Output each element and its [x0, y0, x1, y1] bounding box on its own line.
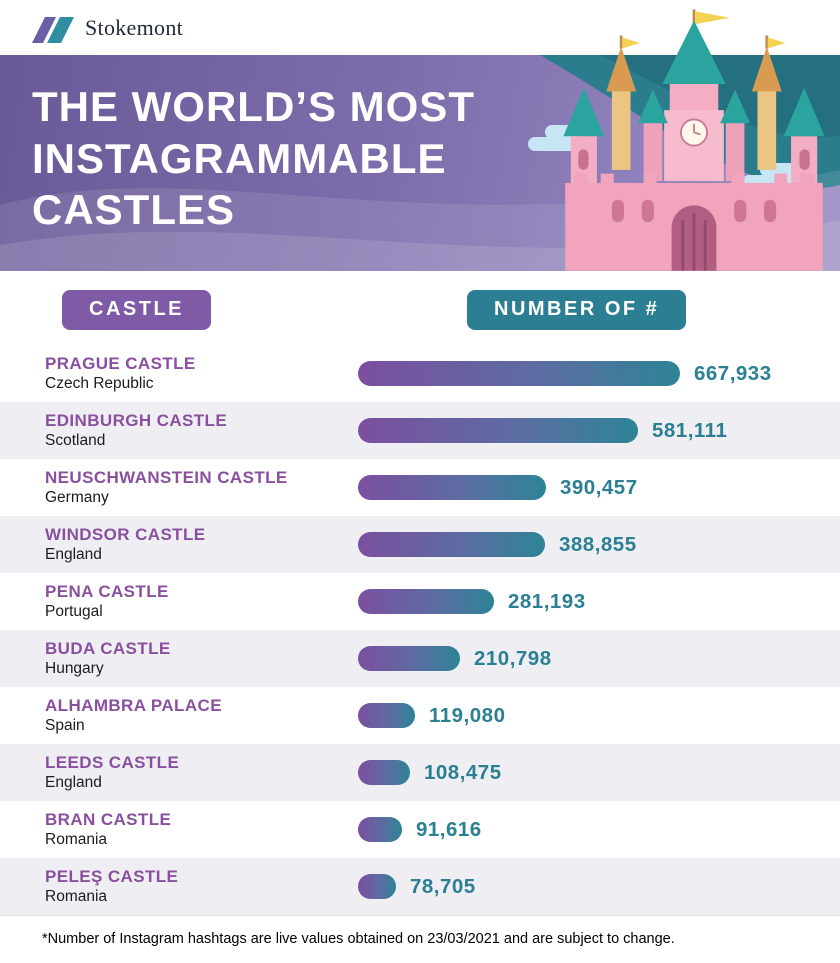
hashtag-bar — [358, 703, 415, 728]
table-row: NEUSCHWANSTEIN CASTLE Germany 390,457 — [0, 459, 840, 516]
castle-name: PRAGUE CASTLE — [45, 354, 196, 373]
column-header-castle: CASTLE — [62, 290, 211, 330]
page-title-line-3: CASTLES — [32, 186, 236, 234]
castle-name: ALHAMBRA PALACE — [45, 696, 222, 715]
stokemont-logo: Stokemont — [30, 13, 183, 43]
brand-name: Stokemont — [85, 14, 184, 40]
castle-country: England — [45, 546, 102, 563]
table-row: BRAN CASTLE Romania 91,616 — [0, 801, 840, 858]
column-headers: CASTLE NUMBER OF # — [0, 271, 840, 345]
hashtag-count: 281,193 — [508, 589, 586, 613]
castle-name: BRAN CASTLE — [45, 810, 172, 829]
hashtag-count: 210,798 — [474, 646, 552, 670]
castle-table: PRAGUE CASTLE Czech Republic 667,933 EDI… — [0, 345, 840, 915]
footnote: *Number of Instagram hashtags are live v… — [0, 915, 840, 947]
hashtag-count: 91,616 — [416, 817, 482, 841]
table-row: LEEDS CASTLE England 108,475 — [0, 744, 840, 801]
castle-country: England — [45, 774, 102, 791]
hashtag-bar — [358, 589, 494, 614]
hashtag-count: 667,933 — [694, 361, 772, 385]
page-title-line-2: INSTAGRAMMABLE — [32, 134, 447, 182]
hashtag-bar — [358, 817, 402, 842]
logo-mark-icon — [32, 16, 74, 43]
hashtag-bar — [358, 418, 638, 443]
castle-country: Spain — [45, 717, 85, 734]
hero-banner: THE WORLD’S MOST INSTAGRAMMABLE CASTLES — [0, 9, 840, 271]
hashtag-count: 581,111 — [652, 418, 728, 442]
hashtag-count: 119,080 — [429, 703, 506, 727]
table-row: WINDSOR CASTLE England 388,855 — [0, 516, 840, 573]
column-header-number: NUMBER OF # — [467, 290, 687, 330]
table-row: PENA CASTLE Portugal 281,193 — [0, 573, 840, 630]
castle-country: Portugal — [45, 603, 103, 620]
castle-name: PELEŞ CASTLE — [45, 867, 179, 886]
table-row: PELEŞ CASTLE Romania 78,705 — [0, 858, 840, 915]
hashtag-bar — [358, 760, 410, 785]
castle-illustration — [563, 9, 825, 271]
hashtag-count: 78,705 — [410, 874, 476, 898]
castle-country: Hungary — [45, 660, 104, 677]
hashtag-count: 388,855 — [559, 532, 637, 556]
hashtag-bar — [358, 361, 680, 386]
hashtag-bar — [358, 646, 460, 671]
castle-name: LEEDS CASTLE — [45, 753, 180, 772]
castle-country: Scotland — [45, 432, 106, 449]
castle-country: Germany — [45, 489, 109, 506]
page-title: THE WORLD’S MOST INSTAGRAMMABLE CASTLES — [0, 55, 840, 236]
table-row: EDINBURGH CASTLE Scotland 581,111 — [0, 402, 840, 459]
hashtag-bar — [358, 874, 396, 899]
castle-country: Romania — [45, 888, 108, 905]
hashtag-count: 390,457 — [560, 475, 638, 499]
castle-name: WINDSOR CASTLE — [45, 525, 206, 544]
hashtag-bar — [358, 475, 546, 500]
page-title-line-1: THE WORLD’S MOST — [32, 83, 475, 130]
table-row: BUDA CASTLE Hungary 210,798 — [0, 630, 840, 687]
castle-country: Romania — [45, 831, 108, 848]
table-row: ALHAMBRA PALACE Spain 119,080 — [0, 687, 840, 744]
castle-country: Czech Republic — [45, 375, 154, 392]
castle-name: EDINBURGH CASTLE — [45, 411, 228, 430]
table-row: PRAGUE CASTLE Czech Republic 667,933 — [0, 345, 840, 402]
castle-name: BUDA CASTLE — [45, 639, 171, 658]
castle-name: NEUSCHWANSTEIN CASTLE — [45, 468, 288, 487]
hashtag-count: 108,475 — [424, 760, 502, 784]
castle-name: PENA CASTLE — [45, 582, 169, 601]
hashtag-bar — [358, 532, 545, 557]
top-bar: Stokemont — [0, 0, 840, 55]
